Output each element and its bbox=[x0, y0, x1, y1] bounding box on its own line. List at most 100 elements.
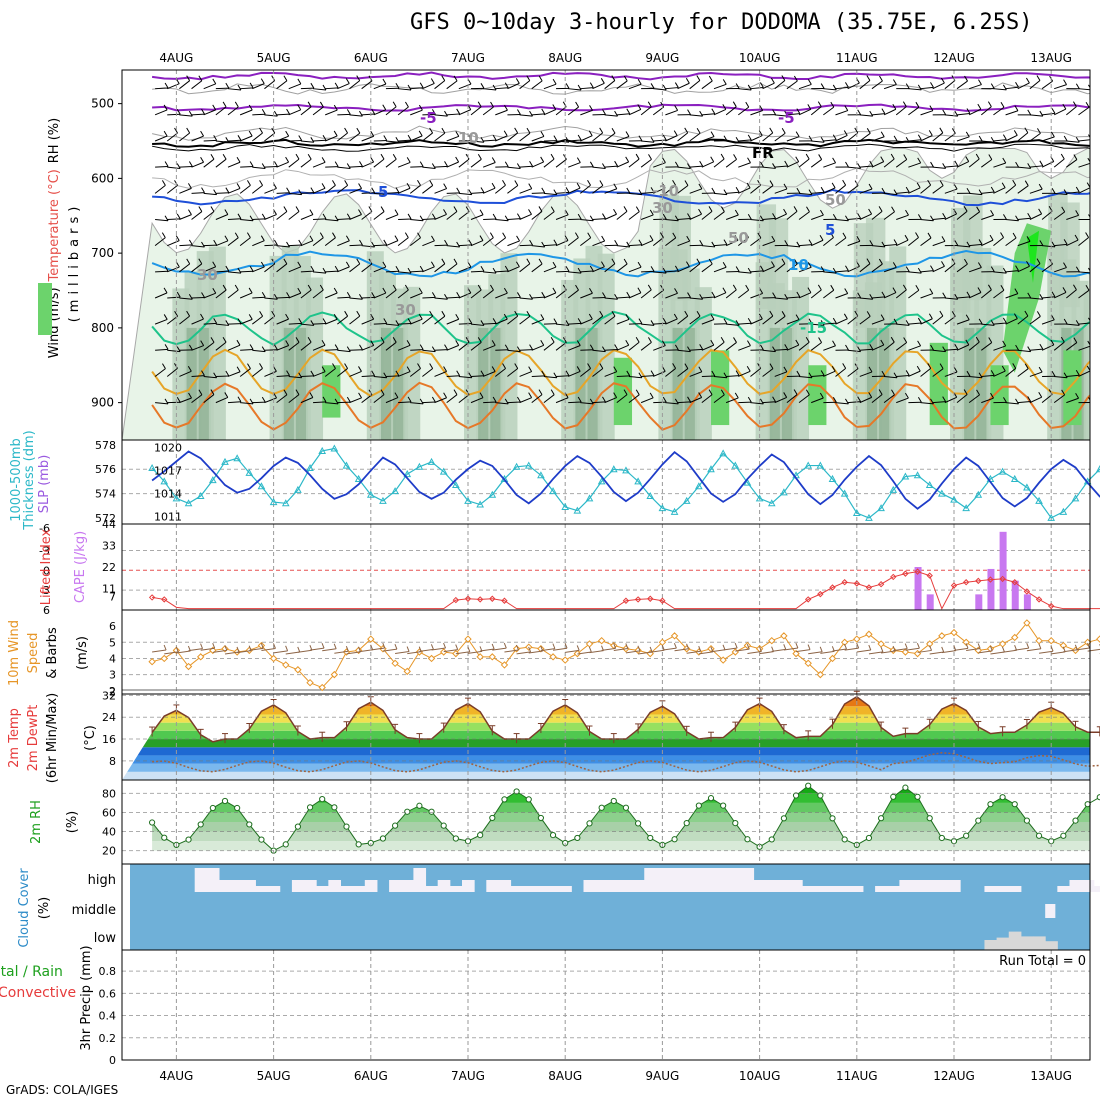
p2-axis-label: Thickness (dm) bbox=[22, 430, 37, 530]
wind-barb bbox=[409, 237, 421, 247]
wind-barb bbox=[237, 213, 242, 220]
wind-barb bbox=[915, 232, 919, 238]
wind-barb bbox=[835, 135, 848, 142]
cloud-low-bar bbox=[1045, 941, 1058, 950]
wind-barb bbox=[783, 644, 787, 650]
wind-barb bbox=[288, 292, 301, 299]
wind-barb bbox=[397, 237, 409, 247]
rh-point bbox=[1084, 801, 1091, 808]
wind-barb bbox=[176, 396, 181, 403]
ytick-label: 900 bbox=[91, 396, 114, 410]
wind-speed-point bbox=[464, 635, 472, 643]
wind-barb bbox=[1038, 650, 1054, 654]
wind-barb bbox=[711, 291, 716, 298]
wind-barb bbox=[1036, 311, 1041, 317]
wind-barb bbox=[1029, 114, 1043, 117]
rh-point bbox=[586, 820, 593, 827]
wind-barb bbox=[556, 191, 570, 194]
wind-barb bbox=[191, 296, 205, 299]
wind-barb bbox=[1005, 293, 1019, 299]
thickness-point bbox=[658, 504, 667, 512]
rh-point bbox=[294, 823, 301, 830]
wind-barb bbox=[575, 101, 580, 108]
wind-barb bbox=[298, 135, 303, 141]
wind-barb bbox=[847, 401, 861, 404]
wind-barb bbox=[1024, 363, 1029, 369]
wind-barb bbox=[325, 318, 338, 325]
wind-barb bbox=[249, 344, 254, 350]
wind-barb bbox=[370, 647, 385, 651]
wind-barb bbox=[823, 271, 837, 274]
wind-barb bbox=[713, 266, 727, 273]
wind-barb bbox=[891, 206, 895, 213]
wind-barb bbox=[176, 650, 191, 654]
wind-barb bbox=[529, 160, 533, 167]
cape-bar bbox=[999, 531, 1007, 610]
wind-barb bbox=[564, 235, 569, 241]
wind-barb bbox=[188, 392, 192, 399]
wind-barb bbox=[842, 232, 847, 239]
wind-barb bbox=[786, 263, 798, 273]
wind-barb bbox=[276, 296, 290, 299]
wind-barb bbox=[1017, 217, 1031, 220]
p5-axis-label: 2m DewPt bbox=[26, 705, 41, 772]
wind-barb bbox=[895, 106, 907, 116]
wind-barb bbox=[565, 266, 570, 272]
wind-barb bbox=[161, 180, 166, 186]
wind-barb bbox=[191, 318, 204, 325]
wind-barb bbox=[333, 104, 338, 111]
wind-barb bbox=[650, 370, 655, 376]
wind-barb bbox=[720, 206, 725, 212]
wind-barb bbox=[541, 187, 546, 194]
wind-barb bbox=[276, 318, 289, 325]
wind-barb bbox=[725, 159, 737, 168]
wind-barb bbox=[674, 648, 689, 652]
wind-barb bbox=[835, 86, 849, 90]
wind-barb bbox=[240, 218, 254, 222]
wind-barb bbox=[720, 153, 725, 160]
wind-barb bbox=[1091, 185, 1100, 193]
wind-barb bbox=[1041, 263, 1053, 273]
wind-barb bbox=[349, 263, 361, 273]
wind-barb bbox=[1066, 289, 1077, 299]
wind-barb bbox=[577, 318, 582, 324]
ytick-label: 20 bbox=[102, 845, 116, 858]
wind-barb bbox=[215, 240, 229, 247]
wind-barb bbox=[684, 310, 689, 317]
thickness-point bbox=[695, 482, 703, 490]
date-label-top: 6AUG bbox=[354, 51, 388, 65]
wind-barb bbox=[385, 214, 399, 220]
wind-barb bbox=[772, 292, 777, 298]
wind-barb bbox=[404, 284, 409, 291]
wind-barb bbox=[783, 647, 798, 651]
wind-barb bbox=[665, 135, 678, 142]
wind-barb bbox=[477, 284, 482, 291]
wind-barb bbox=[956, 136, 970, 142]
wind-barb bbox=[297, 78, 302, 85]
wind-barb bbox=[689, 397, 702, 404]
wind-barb bbox=[455, 651, 470, 655]
wind-barb bbox=[434, 297, 448, 300]
wind-barb bbox=[805, 389, 810, 396]
wind-barb bbox=[234, 284, 239, 291]
wind-barb bbox=[237, 396, 242, 403]
wind-barb bbox=[759, 651, 774, 655]
wind-barb bbox=[902, 284, 907, 291]
wind-barb bbox=[616, 375, 630, 377]
thickness-point bbox=[245, 468, 254, 476]
wind-barb bbox=[1050, 131, 1055, 138]
wind-barb bbox=[649, 392, 654, 399]
wind-barb bbox=[504, 82, 509, 88]
wind-barb bbox=[689, 165, 703, 168]
rh-point bbox=[938, 834, 945, 842]
wind-barb bbox=[300, 270, 314, 273]
wind-barb bbox=[179, 114, 193, 117]
wind-barb bbox=[835, 402, 849, 405]
wind-barb bbox=[519, 132, 531, 142]
thickness-point bbox=[707, 465, 715, 473]
wind-barb bbox=[458, 266, 472, 273]
wind-barb bbox=[526, 75, 531, 81]
wind-barb bbox=[398, 401, 412, 404]
wind-barb bbox=[519, 165, 533, 168]
wind-barb bbox=[956, 210, 968, 220]
